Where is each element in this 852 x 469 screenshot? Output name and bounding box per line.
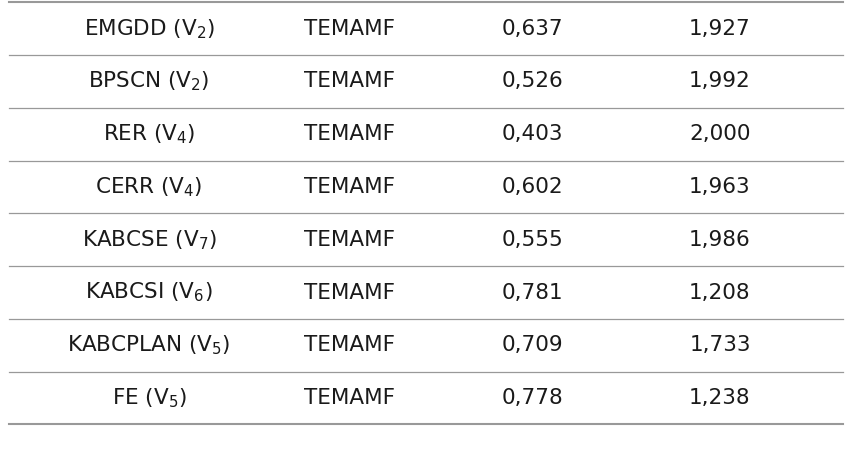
Text: 0,602: 0,602 <box>502 177 563 197</box>
Text: 0,637: 0,637 <box>502 19 563 39</box>
Text: 0,526: 0,526 <box>502 71 563 91</box>
Text: 1,992: 1,992 <box>689 71 751 91</box>
Text: 1,986: 1,986 <box>689 230 751 250</box>
Text: TEMAMF: TEMAMF <box>304 335 394 356</box>
Text: $\mathrm{BPSCN\ (V}_{2}\mathrm{)}$: $\mathrm{BPSCN\ (V}_{2}\mathrm{)}$ <box>89 70 210 93</box>
Text: TEMAMF: TEMAMF <box>304 124 394 144</box>
Text: $\mathrm{KABCPLAN\ (V}_{5}\mathrm{)}$: $\mathrm{KABCPLAN\ (V}_{5}\mathrm{)}$ <box>67 333 231 357</box>
Text: 1,963: 1,963 <box>689 177 751 197</box>
Text: TEMAMF: TEMAMF <box>304 388 394 408</box>
Text: 2,000: 2,000 <box>689 124 751 144</box>
Text: TEMAMF: TEMAMF <box>304 230 394 250</box>
Text: $\mathrm{KABCSE\ (V}_{7}\mathrm{)}$: $\mathrm{KABCSE\ (V}_{7}\mathrm{)}$ <box>82 228 216 251</box>
Text: $\mathrm{RER\ (V}_{4}\mathrm{)}$: $\mathrm{RER\ (V}_{4}\mathrm{)}$ <box>103 122 195 146</box>
Text: 0,709: 0,709 <box>502 335 563 356</box>
Text: 0,781: 0,781 <box>502 282 563 303</box>
Text: 0,403: 0,403 <box>502 124 563 144</box>
Text: TEMAMF: TEMAMF <box>304 177 394 197</box>
Text: 0,778: 0,778 <box>502 388 563 408</box>
Text: 1,208: 1,208 <box>689 282 751 303</box>
Text: 1,733: 1,733 <box>689 335 751 356</box>
Text: TEMAMF: TEMAMF <box>304 19 394 39</box>
Text: TEMAMF: TEMAMF <box>304 282 394 303</box>
Text: $\mathrm{EMGDD\ (V}_{2}\mathrm{)}$: $\mathrm{EMGDD\ (V}_{2}\mathrm{)}$ <box>83 17 215 40</box>
Text: 0,555: 0,555 <box>502 230 563 250</box>
Text: $\mathrm{KABCSI\ (V}_{6}\mathrm{)}$: $\mathrm{KABCSI\ (V}_{6}\mathrm{)}$ <box>85 281 213 304</box>
Text: 1,238: 1,238 <box>689 388 751 408</box>
Text: TEMAMF: TEMAMF <box>304 71 394 91</box>
Text: $\mathrm{CERR\ (V}_{4}\mathrm{)}$: $\mathrm{CERR\ (V}_{4}\mathrm{)}$ <box>95 175 203 199</box>
Text: 1,927: 1,927 <box>689 19 751 39</box>
Text: $\mathrm{FE\ (V}_{5}\mathrm{)}$: $\mathrm{FE\ (V}_{5}\mathrm{)}$ <box>112 386 187 410</box>
